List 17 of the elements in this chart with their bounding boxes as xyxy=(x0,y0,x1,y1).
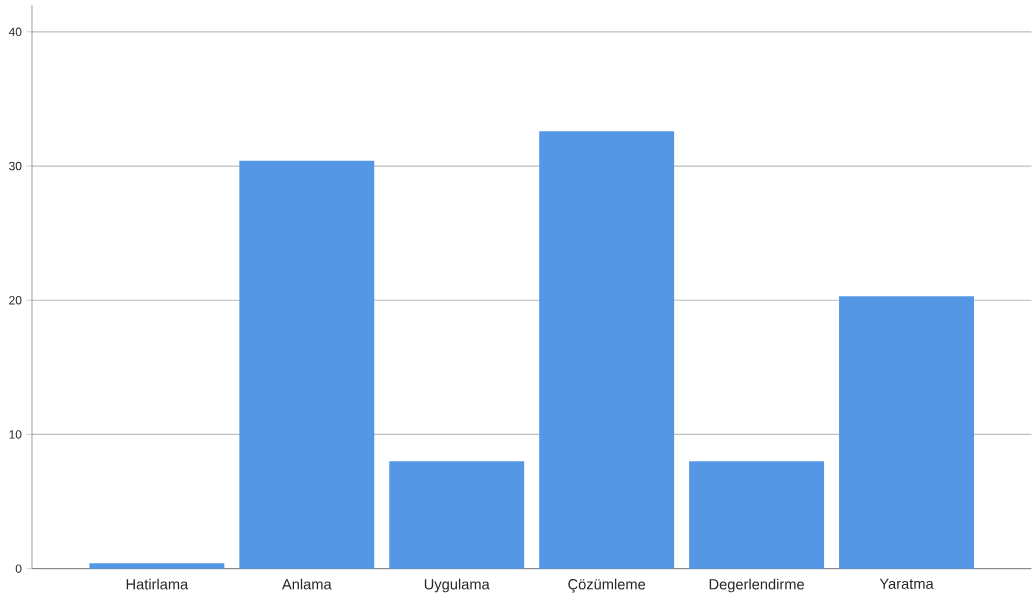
y-tick-label: 20 xyxy=(9,296,22,305)
y-tick-label: 0 xyxy=(15,564,22,574)
bar xyxy=(539,131,675,569)
x-tick-label: Uygulama xyxy=(424,578,490,593)
bar xyxy=(689,461,825,569)
x-tick-label: Yaratma xyxy=(879,578,934,590)
x-tick-label: Anlama xyxy=(281,578,332,590)
bar xyxy=(389,461,525,569)
x-tick-label: Degerlendirme xyxy=(709,578,804,593)
bar xyxy=(89,563,225,569)
bar xyxy=(239,160,375,569)
y-tick-label: 40 xyxy=(8,27,22,37)
y-tick-label: 10 xyxy=(9,430,22,439)
x-tick-label: Çözümleme xyxy=(568,578,646,593)
x-tick-label: Hatirlama xyxy=(126,578,189,590)
bar xyxy=(839,296,974,569)
y-tick-label: 30 xyxy=(9,161,22,171)
